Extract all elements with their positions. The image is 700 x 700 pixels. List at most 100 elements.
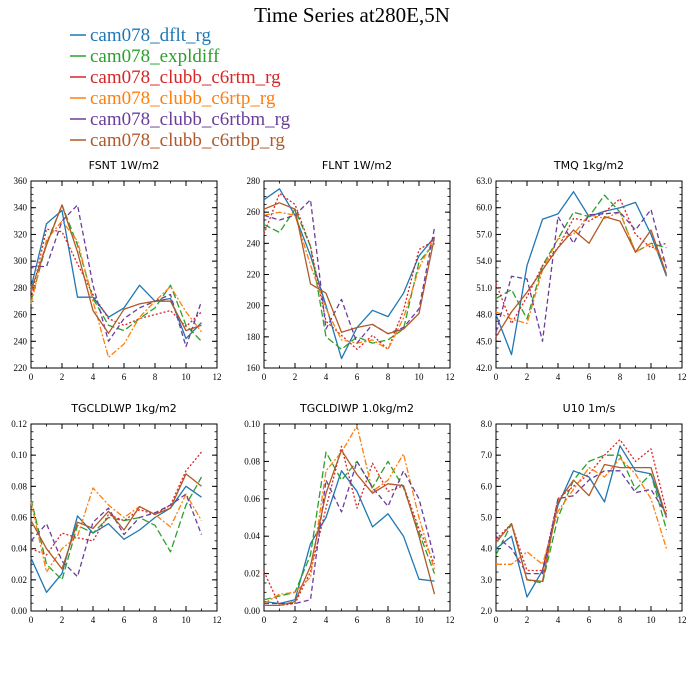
y-tick-label: 0.08 [11, 481, 27, 491]
x-tick-label: 6 [587, 615, 592, 625]
x-tick-label: 2 [525, 615, 530, 625]
series-line [30, 209, 202, 340]
y-tick-label: 300 [14, 256, 28, 266]
series-line [264, 449, 436, 607]
y-tick-label: 5.0 [481, 513, 493, 523]
y-tick-label: 0.04 [244, 531, 260, 541]
figure-title: Time Series at280E,5N [254, 3, 450, 27]
x-tick-label: 6 [355, 615, 360, 625]
x-tick-label: 8 [153, 615, 158, 625]
y-tick-label: 45.0 [476, 336, 492, 346]
x-tick-label: 0 [262, 372, 267, 382]
y-tick-label: 57.0 [476, 229, 492, 239]
x-tick-label: 10 [182, 372, 192, 382]
x-tick-label: 4 [556, 615, 561, 625]
y-tick-label: 8.0 [481, 419, 493, 429]
legend-entry: cam078_expldiff [90, 46, 220, 67]
chart-panel: TGCLDIWP 1.0kg/m2 0 2 4 6 8 10 12 0.00 0.02 0.04 0.… [244, 402, 454, 625]
y-tick-label: 240 [247, 238, 261, 248]
x-tick-label: 8 [618, 372, 623, 382]
x-tick-label: 12 [446, 372, 455, 382]
series-line [496, 457, 668, 565]
x-tick-label: 8 [386, 372, 391, 382]
x-tick-label: 10 [415, 615, 425, 625]
x-tick-label: 12 [213, 372, 222, 382]
x-tick-label: 12 [678, 372, 687, 382]
x-tick-label: 4 [91, 615, 96, 625]
series-line [263, 425, 436, 605]
y-tick-label: 280 [247, 176, 261, 186]
series-line [495, 463, 668, 583]
x-tick-label: 10 [647, 372, 657, 382]
series-line [263, 451, 436, 601]
x-tick-label: 4 [556, 372, 561, 382]
x-tick-label: 0 [262, 615, 267, 625]
series-line [30, 485, 202, 593]
plot-frame [30, 180, 218, 369]
series-line [495, 445, 668, 598]
x-tick-label: 6 [122, 372, 127, 382]
series-line [495, 211, 668, 325]
chart-panel: U10 1m/s 0 2 4 6 8 10 12 2.0 3.0 4.0 5.0 6.0 7.0 8.0 [481, 402, 687, 625]
y-tick-label: 240 [14, 336, 28, 346]
x-tick-label: 10 [415, 372, 425, 382]
series-line [495, 438, 668, 572]
series-line [30, 220, 203, 358]
y-tick-label: 280 [14, 283, 28, 293]
chart-panel: TGCLDLWP 1kg/m2 0 2 4 6 8 10 12 0.00 0.02 0.04 0.06… [11, 402, 221, 625]
y-tick-label: 360 [14, 176, 28, 186]
series-line [31, 204, 203, 348]
y-tick-label: 0.08 [244, 456, 260, 466]
y-tick-label: 0.10 [11, 450, 27, 460]
series-line [495, 208, 668, 342]
series-line [263, 470, 435, 605]
legend-entry: cam078_clubb_c6rtbp_rg [90, 130, 285, 151]
y-tick-label: 0.00 [11, 606, 27, 616]
plot-frame [495, 180, 683, 369]
y-tick-label: 0.04 [11, 544, 27, 554]
legend-entry: cam078_dflt_rg [90, 25, 212, 46]
y-tick-label: 60.0 [476, 203, 492, 213]
x-tick-label: 12 [446, 615, 455, 625]
y-tick-label: 54.0 [476, 256, 492, 266]
y-tick-label: 0.06 [11, 513, 27, 523]
y-tick-label: 2.0 [481, 606, 493, 616]
y-tick-label: 180 [247, 332, 261, 342]
x-tick-label: 10 [647, 615, 657, 625]
x-tick-label: 8 [618, 615, 623, 625]
panel-title: FSNT 1W/m2 [89, 159, 160, 172]
y-tick-label: 7.0 [481, 450, 493, 460]
panel-title: TGCLDLWP 1kg/m2 [70, 402, 176, 415]
y-tick-label: 0.10 [244, 419, 260, 429]
y-tick-label: 63.0 [476, 176, 492, 186]
y-tick-label: 220 [247, 270, 261, 280]
y-tick-label: 0.02 [11, 575, 27, 585]
x-tick-label: 2 [525, 372, 530, 382]
y-tick-label: 340 [14, 203, 28, 213]
x-tick-label: 12 [678, 615, 687, 625]
x-tick-label: 2 [60, 615, 65, 625]
legend-entry: cam078_clubb_c6rtbm_rg [90, 109, 291, 130]
series-line [263, 208, 436, 350]
panel-title: TMQ 1kg/m2 [553, 159, 624, 172]
y-tick-label: 260 [14, 310, 28, 320]
x-tick-label: 2 [293, 615, 298, 625]
series-line [495, 194, 667, 320]
series-line [30, 451, 203, 556]
chart-panels: FSNT 1W/m20 2 4 6 8 10 12220240260280300320340… [11, 159, 686, 625]
series-line [30, 204, 202, 334]
y-tick-label: 0.02 [244, 569, 260, 579]
series-line [30, 473, 202, 570]
y-tick-label: 0.06 [244, 494, 260, 504]
x-tick-label: 0 [494, 372, 499, 382]
panel-title: FLNT 1W/m2 [322, 159, 392, 172]
y-tick-label: 0.00 [244, 606, 260, 616]
x-tick-label: 10 [182, 615, 192, 625]
y-tick-label: 220 [14, 363, 28, 373]
y-tick-label: 3.0 [481, 575, 493, 585]
x-tick-label: 8 [386, 615, 391, 625]
series-line [263, 202, 436, 335]
series-line [264, 460, 436, 605]
